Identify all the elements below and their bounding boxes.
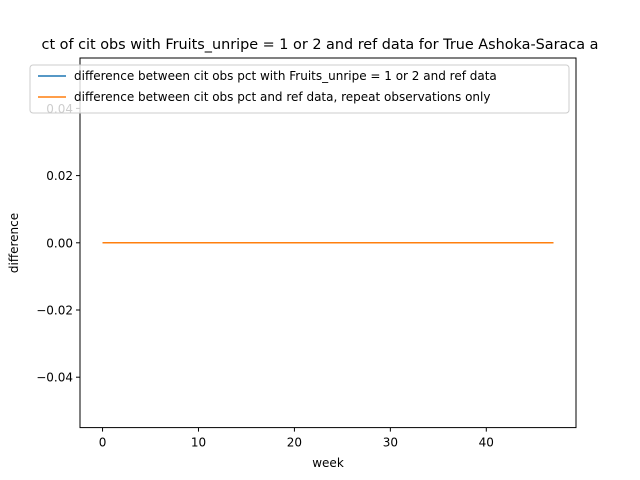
legend-label-series-2: difference between cit obs pct and ref d… xyxy=(74,90,490,104)
x-axis-label: week xyxy=(312,456,344,470)
x-tick-label: 10 xyxy=(191,436,206,450)
x-tick-label: 40 xyxy=(479,436,494,450)
x-tick-label: 0 xyxy=(99,436,107,450)
x-axis-ticks: 0 10 20 30 40 xyxy=(99,427,494,450)
y-tick-label: 0.02 xyxy=(46,169,73,183)
x-tick-label: 30 xyxy=(383,436,398,450)
x-tick-label: 20 xyxy=(287,436,302,450)
y-tick-label: −0.02 xyxy=(36,304,73,318)
chart-title: ct of cit obs with Fruits_unripe = 1 or … xyxy=(42,37,599,53)
legend-label-series-1: difference between cit obs pct with Frui… xyxy=(74,69,497,83)
legend-box xyxy=(29,64,570,114)
y-tick-label: −0.04 xyxy=(36,371,73,385)
legend: difference between cit obs pct with Frui… xyxy=(29,64,570,114)
y-tick-label: 0.00 xyxy=(46,236,73,250)
y-axis-label: difference xyxy=(7,213,21,273)
